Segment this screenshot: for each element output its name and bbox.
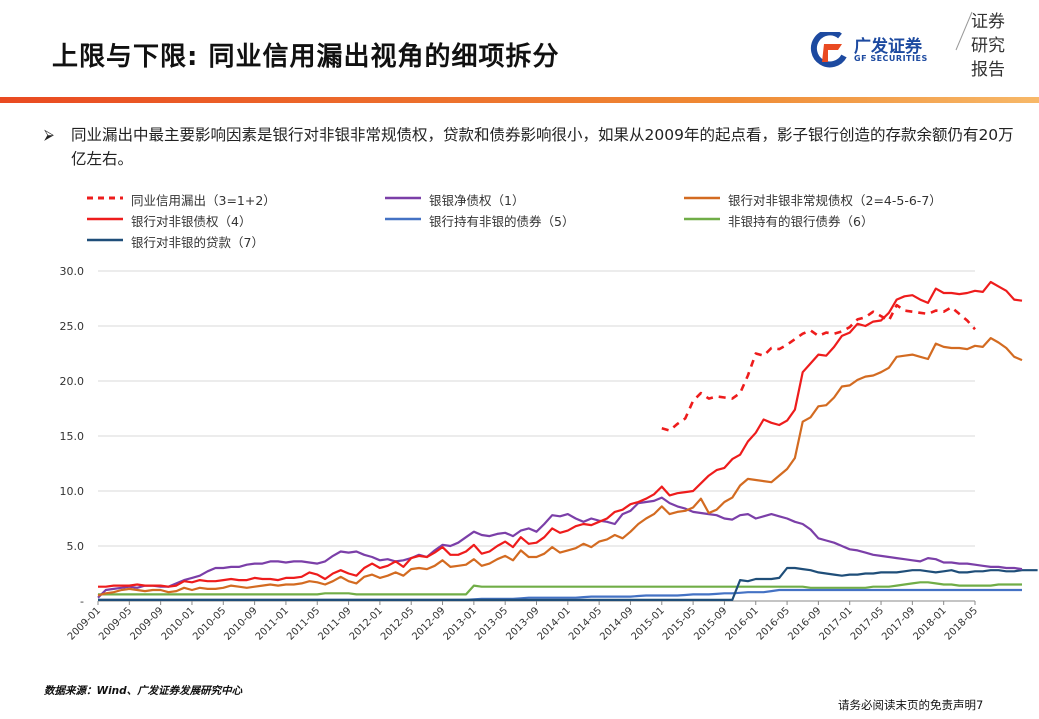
x-tick-label: 2012-01 — [348, 605, 385, 642]
x-tick-label: 2016-05 — [755, 605, 792, 642]
x-tick-label: 2012-09 — [410, 605, 447, 642]
legend-label: 银行对非银债权（4） — [131, 214, 252, 229]
x-tick-label: 2010-05 — [191, 605, 228, 642]
series-line-2 — [97, 337, 1023, 597]
disclaimer-text: 请务必阅读末页的免责声明 — [838, 698, 976, 712]
legend-label: 银行对非银非常规债权（2=4-5-6-7） — [728, 193, 942, 208]
x-tick-label: 2017-09 — [880, 605, 917, 642]
disclaimer: 请务必阅读末页的免责声明7 — [838, 697, 983, 713]
bullet-arrow-icon: ⮚ — [44, 127, 54, 143]
x-tick-label: 2013-01 — [442, 605, 479, 642]
x-tick-label: 2014-05 — [567, 605, 604, 642]
legend-swatch — [385, 217, 421, 221]
header: 上限与下限: 同业信用漏出视角的细项拆分 广发证券 GF SECURITIES … — [0, 0, 1039, 103]
series-line-4 — [97, 496, 1023, 599]
summary-text: 同业漏出中最主要影响因素是银行对非银非常规债权，贷款和债券影响很小，如果从200… — [71, 126, 1014, 168]
legend-label: 同业信用漏出（3=1+2） — [131, 193, 276, 208]
x-tick-label: 2011-01 — [254, 605, 291, 642]
y-tick-label: 25.0 — [60, 320, 85, 333]
series-line-6 — [98, 581, 1022, 596]
header-accent-bar — [0, 97, 1039, 103]
y-tick-label: 20.0 — [60, 375, 85, 388]
chart-legend: 同业信用漏出（3=1+2） 银行对非银非常规债权（2=4-5-6-7） 银行对非银债… — [0, 0, 1039, 260]
legend-swatch — [684, 217, 720, 221]
legend-swatch — [684, 196, 720, 200]
y-tick-label: - — [80, 595, 84, 608]
page-title: 上限与下限: 同业信用漏出视角的细项拆分 — [52, 42, 560, 72]
stamp-divider — [955, 11, 973, 51]
y-tick-label: 30.0 — [60, 265, 85, 278]
legend-label: 银行对非银的贷款（7） — [131, 235, 264, 250]
summary-bullet: ⮚ 同业漏出中最主要影响因素是银行对非银非常规债权，贷款和债券影响很小，如果从2… — [44, 123, 1029, 171]
x-tick-label: 2014-09 — [598, 605, 635, 642]
x-tick-label: 2018-01 — [911, 605, 948, 642]
legend-label: 银银净债权（1） — [429, 193, 525, 208]
legend-swatch — [385, 196, 421, 200]
page-number: 7 — [976, 698, 984, 712]
logo-sub: GF SECURITIES — [854, 54, 928, 63]
gf-logo-icon — [810, 32, 847, 68]
x-tick-label: 2010-09 — [222, 605, 259, 642]
x-tick-label: 2016-09 — [786, 605, 823, 642]
stamp-line: 研究 — [971, 36, 1005, 56]
source-note: 数据来源：Wind、广发证券发展研究中心 — [44, 685, 243, 697]
x-tick-label: 2014-01 — [536, 605, 573, 642]
x-tick-label: 2011-09 — [316, 605, 353, 642]
x-tick-label: 2013-05 — [473, 605, 510, 642]
series-line-7 — [98, 566, 1038, 602]
logo-name: 广发证券 — [854, 37, 922, 57]
series-line-3 — [98, 280, 1023, 588]
legend-label: 银行持有非银的债券（5） — [429, 214, 575, 229]
x-tick-label: 2015-09 — [692, 605, 729, 642]
x-tick-label: 2017-01 — [818, 605, 855, 642]
x-tick-label: 2016-01 — [724, 605, 761, 642]
x-tick-label: 2010-01 — [160, 605, 197, 642]
x-tick-label: 2012-05 — [379, 605, 416, 642]
legend-swatch — [87, 196, 123, 200]
x-tick-label: 2009-05 — [97, 605, 134, 642]
x-tick-label: 2011-05 — [285, 605, 322, 642]
x-tick-label: 2018-05 — [943, 605, 980, 642]
legend-swatch — [87, 217, 123, 221]
stamp-line: 报告 — [971, 60, 1005, 80]
x-tick-label: 2013-09 — [504, 605, 541, 642]
x-tick-label: 2009-09 — [128, 605, 165, 642]
x-tick-label: 2015-01 — [630, 605, 667, 642]
x-tick-label: 2009-01 — [66, 605, 103, 642]
x-tick-label: 2015-05 — [661, 605, 698, 642]
y-tick-label: 10.0 — [60, 485, 85, 498]
y-tick-label: 5.0 — [67, 540, 85, 553]
y-tick-label: 15.0 — [60, 430, 85, 443]
gf-logo: 广发证券 GF SECURITIES — [810, 30, 940, 70]
legend-swatch — [87, 238, 123, 242]
series-line-1 — [661, 303, 976, 432]
x-tick-label: 2017-05 — [849, 605, 886, 642]
legend-label: 非银持有的银行债券（6） — [728, 214, 874, 229]
research-report-stamp: 证券 研究 报告 — [968, 10, 1008, 82]
stamp-line: 证券 — [971, 12, 1005, 32]
